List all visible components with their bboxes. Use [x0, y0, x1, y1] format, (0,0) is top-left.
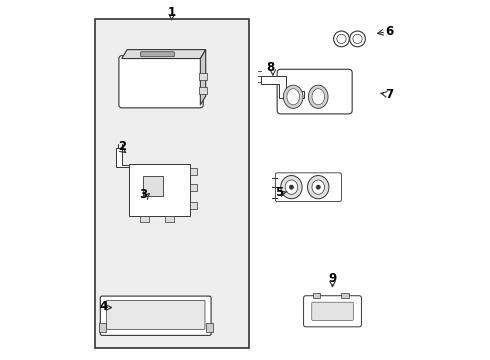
Circle shape [316, 185, 320, 189]
Bar [98, 323, 106, 332]
Text: 1: 1 [168, 6, 176, 19]
FancyBboxPatch shape [106, 300, 205, 329]
Bar [198, 87, 207, 94]
FancyBboxPatch shape [277, 69, 352, 114]
FancyBboxPatch shape [119, 56, 203, 108]
Ellipse shape [312, 180, 324, 194]
Polygon shape [261, 76, 304, 98]
Ellipse shape [283, 85, 303, 108]
FancyBboxPatch shape [129, 164, 190, 216]
Bar [190, 184, 197, 191]
Bar [313, 293, 320, 298]
Text: 8: 8 [266, 61, 274, 74]
FancyBboxPatch shape [312, 302, 353, 320]
Bar [190, 202, 197, 208]
Ellipse shape [285, 180, 298, 194]
Text: 7: 7 [386, 88, 394, 101]
Bar [143, 176, 163, 196]
Ellipse shape [308, 85, 328, 108]
Text: 3: 3 [139, 188, 147, 201]
Polygon shape [122, 50, 206, 59]
Text: 9: 9 [328, 272, 337, 285]
Text: 4: 4 [100, 300, 108, 313]
FancyBboxPatch shape [95, 19, 248, 348]
Text: 2: 2 [118, 140, 126, 153]
Bar [198, 73, 207, 80]
Ellipse shape [308, 176, 329, 199]
Bar [190, 168, 197, 175]
FancyBboxPatch shape [100, 296, 211, 336]
Circle shape [289, 185, 294, 189]
Ellipse shape [287, 89, 299, 105]
Text: 6: 6 [386, 25, 394, 38]
Bar [165, 216, 173, 222]
Text: 5: 5 [275, 186, 283, 199]
Bar [342, 293, 348, 298]
Ellipse shape [281, 176, 302, 199]
Ellipse shape [312, 89, 324, 105]
FancyBboxPatch shape [141, 52, 174, 57]
Bar [140, 216, 148, 222]
Polygon shape [117, 148, 140, 167]
Polygon shape [200, 50, 206, 105]
Bar [206, 323, 213, 332]
FancyBboxPatch shape [304, 296, 362, 327]
